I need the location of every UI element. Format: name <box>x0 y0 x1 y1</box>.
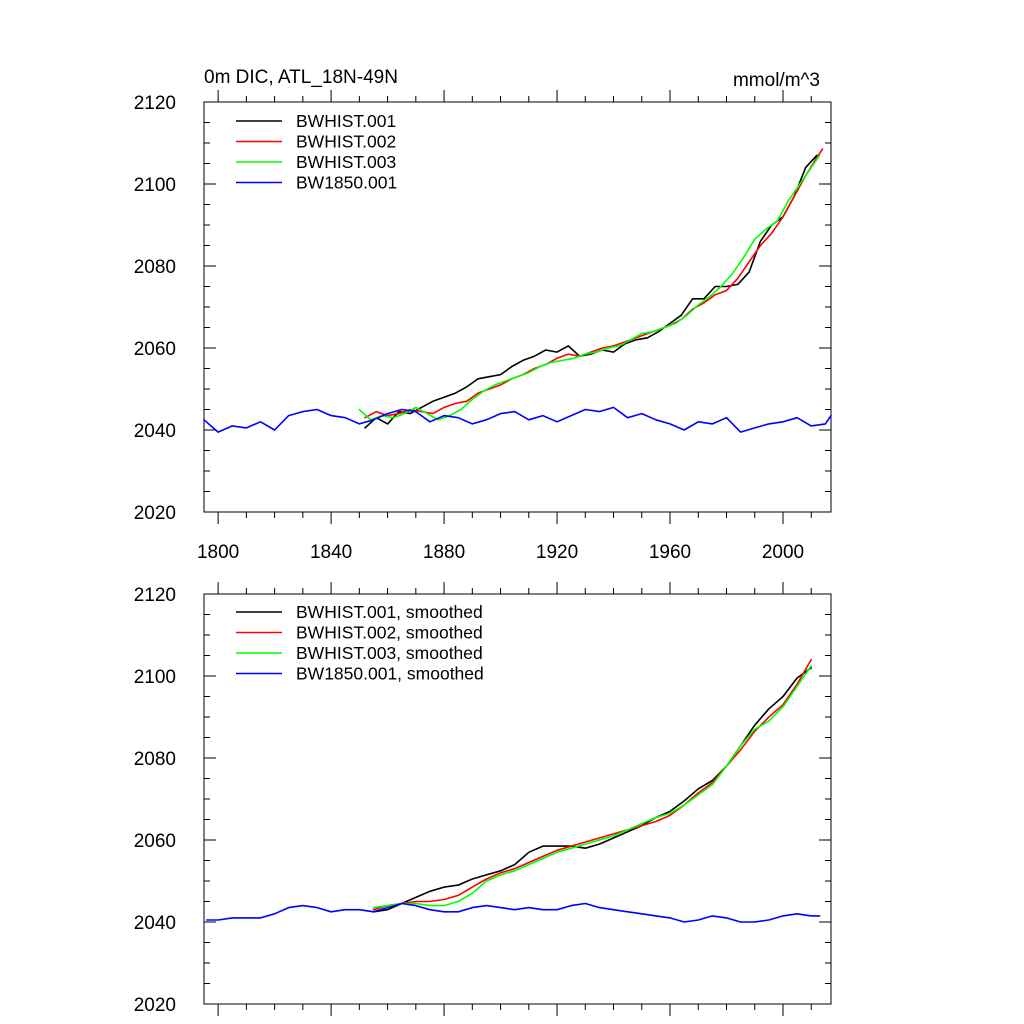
series-line-1 <box>364 154 818 429</box>
series-line-3 <box>358 154 821 421</box>
x-tick-label: 1840 <box>310 542 352 563</box>
y-tick-label: 2040 <box>134 913 176 934</box>
y-tick-label: 2120 <box>134 93 176 114</box>
y-tick-label: 2100 <box>134 175 176 196</box>
y-tick-label: 2020 <box>134 503 176 524</box>
y-tick-label: 2100 <box>134 667 176 688</box>
y-tick-label: 2020 <box>134 995 176 1016</box>
x-tick-label: 1960 <box>649 542 691 563</box>
y-tick-label: 2120 <box>134 585 176 606</box>
series-line-1 <box>372 666 813 913</box>
x-tick-label: 1920 <box>536 542 578 563</box>
legend-label: BW1850.001, smoothed <box>296 664 484 684</box>
y-tick-label: 2040 <box>134 421 176 442</box>
panel-bottom: 2020 2040 2060 2080 2100 2120 BWHIST.001, smoo… <box>134 582 832 1016</box>
x-tick-label: 1800 <box>197 542 239 563</box>
y-tick-label: 2060 <box>134 339 176 360</box>
legend-label: BWHIST.002, smoothed <box>296 623 483 643</box>
chart-title: 0m DIC, ATL_18N-49N <box>204 67 398 88</box>
legend-label: BWHIST.001 <box>296 111 396 131</box>
series-line-3 <box>372 664 813 909</box>
series-line-2 <box>372 658 813 911</box>
legend-label: BWHIST.003, smoothed <box>296 643 483 663</box>
legend-label: BWHIST.002 <box>296 132 396 152</box>
y-tick-label: 2080 <box>134 749 176 770</box>
legend-label: BW1850.001 <box>296 173 397 193</box>
series-line-4 <box>206 902 821 923</box>
y-tick-label: 2080 <box>134 257 176 278</box>
x-tick-label: 2000 <box>762 542 804 563</box>
y-tick-label: 2060 <box>134 831 176 852</box>
panel-top: 2020 2040 2060 2080 2100 2120 1800 1840 1880 1920… <box>134 90 832 563</box>
legend-label: BWHIST.001, smoothed <box>296 602 483 622</box>
series-line-2 <box>364 148 824 419</box>
x-tick-label: 1880 <box>423 542 465 563</box>
series-line-4 <box>203 406 832 433</box>
legend-label: BWHIST.003 <box>296 152 396 172</box>
units-label: mmol/m^3 <box>733 70 820 91</box>
